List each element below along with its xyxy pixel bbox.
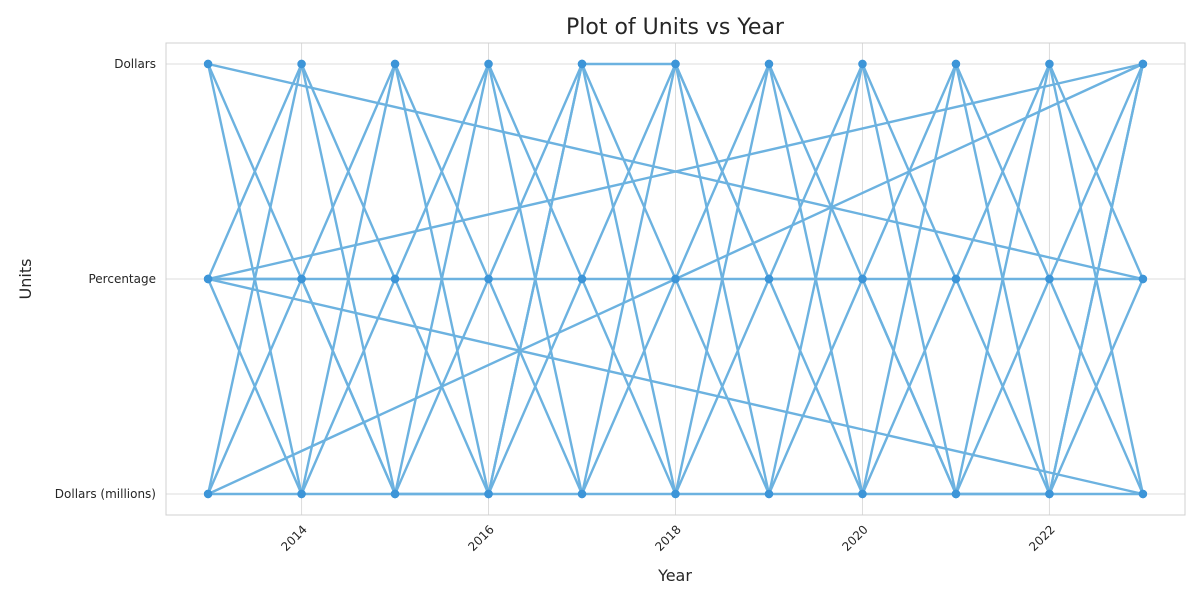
data-point	[577, 489, 587, 499]
data-point	[203, 59, 213, 69]
chart-title: Plot of Units vs Year	[566, 15, 785, 40]
series-markers	[203, 59, 1148, 499]
data-point	[764, 489, 774, 499]
y-tick-labels: Dollars (millions) Percentage Dollars	[55, 57, 156, 501]
y-tick-label: Dollars (millions)	[55, 487, 156, 501]
x-tick-label: 2014	[278, 522, 309, 553]
data-point	[577, 59, 587, 69]
data-point	[203, 274, 213, 284]
data-point	[484, 274, 493, 284]
series-segment	[674, 277, 771, 496]
series-segment	[954, 62, 1051, 281]
data-point	[1045, 489, 1054, 499]
plot-frame	[165, 42, 1186, 516]
series-segment	[206, 277, 1145, 496]
series-segment	[206, 277, 303, 496]
series-segment	[861, 62, 958, 496]
x-tick-label: 2016	[465, 522, 496, 553]
series-lines	[206, 62, 1145, 496]
data-point	[297, 59, 306, 69]
data-point	[764, 274, 774, 284]
series-segment	[300, 62, 397, 281]
series-segment	[393, 62, 490, 281]
y-tick-label: Percentage	[88, 272, 156, 286]
data-point	[1045, 59, 1054, 69]
series-segment	[580, 62, 677, 281]
data-point	[390, 489, 400, 499]
data-point	[390, 59, 400, 69]
data-point	[951, 274, 961, 284]
series-segment	[954, 277, 1051, 496]
y-tick-label: Dollars	[114, 57, 156, 71]
data-point	[1045, 274, 1054, 284]
x-tick-label: 2020	[839, 522, 870, 553]
data-point	[1138, 274, 1148, 284]
data-point	[951, 489, 961, 499]
data-point	[484, 59, 493, 69]
series-segment	[300, 277, 397, 496]
x-tick-label: 2018	[652, 522, 683, 553]
series-segment	[767, 62, 864, 281]
data-point	[203, 489, 213, 499]
data-point	[577, 274, 587, 284]
series-segment	[393, 277, 490, 496]
data-point	[1138, 59, 1148, 69]
data-point	[671, 489, 680, 499]
data-point	[858, 489, 867, 499]
data-point	[297, 274, 306, 284]
series-segment	[861, 277, 958, 496]
data-point	[297, 489, 306, 499]
data-point	[858, 59, 867, 69]
data-point	[671, 59, 680, 69]
series-segment	[1048, 62, 1145, 281]
data-point	[1138, 489, 1148, 499]
data-point	[764, 59, 774, 69]
series-segment	[767, 277, 864, 496]
x-tick-labels: 2014 2016 2018 2020 2022	[278, 522, 1057, 553]
series-segment	[487, 277, 584, 496]
series-segment	[674, 62, 771, 281]
series-segment	[487, 62, 584, 496]
x-axis-label: Year	[657, 566, 692, 585]
series-segment	[580, 277, 677, 496]
data-point	[951, 59, 961, 69]
data-point	[671, 274, 680, 284]
series-segment	[206, 62, 1145, 281]
series-segment	[206, 62, 303, 281]
series-segment	[580, 62, 677, 496]
y-axis-label: Units	[16, 259, 35, 300]
data-point	[858, 274, 867, 284]
data-point	[390, 274, 400, 284]
data-point	[484, 489, 493, 499]
series-segment	[487, 62, 584, 281]
series-segment	[300, 62, 397, 496]
x-tick-label: 2022	[1026, 522, 1057, 553]
series-segment	[1048, 62, 1145, 496]
series-segment	[861, 62, 958, 281]
series-segment	[1048, 277, 1145, 496]
